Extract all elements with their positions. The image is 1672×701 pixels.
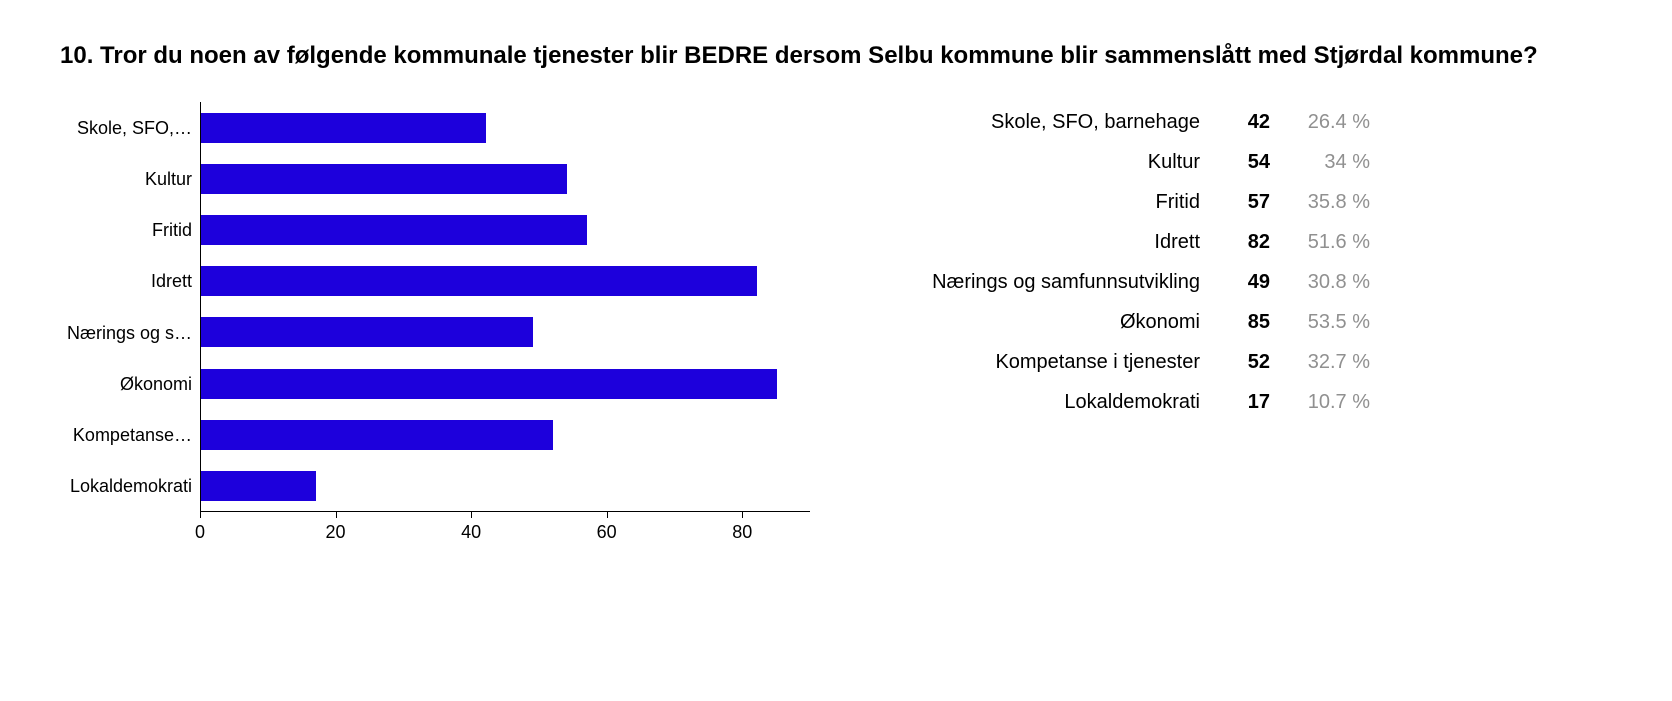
- bars-container: [201, 102, 810, 511]
- page-container: 10. Tror du noen av følgende kommunale t…: [0, 0, 1672, 612]
- bar-row: [201, 215, 810, 245]
- table-count: 57: [1220, 191, 1270, 214]
- bar: [201, 317, 533, 347]
- x-tick: [607, 512, 608, 518]
- bar: [201, 113, 486, 143]
- bar-row: [201, 471, 810, 501]
- table-percent: 35.8 %: [1270, 191, 1370, 214]
- table-percent: 30.8 %: [1270, 271, 1370, 294]
- table-row: Nærings og samfunnsutvikling4930.8 %: [900, 262, 1370, 302]
- x-axis-labels: 020406080: [200, 522, 810, 552]
- table-label: Lokaldemokrati: [900, 391, 1220, 414]
- y-axis-label: Kultur: [60, 169, 200, 190]
- table-label: Skole, SFO, barnehage: [900, 111, 1220, 134]
- table-row: Skole, SFO, barnehage4226.4 %: [900, 102, 1370, 142]
- y-axis-label: Økonomi: [60, 374, 200, 395]
- x-axis-ticks: [200, 512, 810, 520]
- x-tick: [200, 512, 201, 518]
- content-row: Skole, SFO,… Kultur Fritid Idrett Nærings og…: [60, 102, 1632, 572]
- x-tick: [471, 512, 472, 518]
- bar-row: [201, 317, 810, 347]
- y-axis-label: Nærings og s…: [60, 323, 200, 344]
- bar: [201, 420, 553, 450]
- bar-row: [201, 420, 810, 450]
- table-row: Kultur5434 %: [900, 142, 1370, 182]
- table-count: 54: [1220, 151, 1270, 174]
- y-axis-label: Fritid: [60, 220, 200, 241]
- x-axis-label: 40: [461, 522, 481, 543]
- table-label: Kompetanse i tjenester: [900, 351, 1220, 374]
- bar: [201, 215, 587, 245]
- table-percent: 32.7 %: [1270, 351, 1370, 374]
- x-axis-label: 60: [597, 522, 617, 543]
- x-tick: [742, 512, 743, 518]
- table-label: Nærings og samfunnsutvikling: [900, 271, 1220, 294]
- table-percent: 34 %: [1270, 151, 1370, 174]
- bar-row: [201, 113, 810, 143]
- table-count: 42: [1220, 111, 1270, 134]
- table-row: Kompetanse i tjenester5232.7 %: [900, 342, 1370, 382]
- x-axis-label: 0: [195, 522, 205, 543]
- bar-row: [201, 164, 810, 194]
- table-count: 17: [1220, 391, 1270, 414]
- bar: [201, 369, 777, 399]
- table-percent: 51.6 %: [1270, 231, 1370, 254]
- bar-chart: Skole, SFO,… Kultur Fritid Idrett Nærings og…: [60, 102, 840, 572]
- table-row: Idrett8251.6 %: [900, 222, 1370, 262]
- plot-area: [200, 102, 810, 512]
- table-label: Kultur: [900, 151, 1220, 174]
- table-row: Økonomi8553.5 %: [900, 302, 1370, 342]
- x-axis-label: 20: [326, 522, 346, 543]
- table-label: Fritid: [900, 191, 1220, 214]
- table-percent: 53.5 %: [1270, 311, 1370, 334]
- table-percent: 26.4 %: [1270, 111, 1370, 134]
- table-row: Fritid5735.8 %: [900, 182, 1370, 222]
- table-count: 49: [1220, 271, 1270, 294]
- bar-row: [201, 369, 810, 399]
- x-tick: [336, 512, 337, 518]
- table-count: 52: [1220, 351, 1270, 374]
- y-axis-labels: Skole, SFO,… Kultur Fritid Idrett Nærings og…: [60, 102, 200, 512]
- table-row: Lokaldemokrati1710.7 %: [900, 382, 1370, 422]
- y-axis-label: Kompetanse…: [60, 425, 200, 446]
- table-count: 85: [1220, 311, 1270, 334]
- y-axis-label: Skole, SFO,…: [60, 118, 200, 139]
- table-percent: 10.7 %: [1270, 391, 1370, 414]
- table-label: Idrett: [900, 231, 1220, 254]
- bar: [201, 471, 316, 501]
- y-axis-label: Idrett: [60, 271, 200, 292]
- x-axis-label: 80: [732, 522, 752, 543]
- bar: [201, 266, 757, 296]
- question-title: 10. Tror du noen av følgende kommunale t…: [60, 40, 1632, 72]
- table-count: 82: [1220, 231, 1270, 254]
- table-label: Økonomi: [900, 311, 1220, 334]
- bar-row: [201, 266, 810, 296]
- y-axis-label: Lokaldemokrati: [60, 476, 200, 497]
- results-table: Skole, SFO, barnehage4226.4 %Kultur5434 …: [900, 102, 1370, 422]
- bar: [201, 164, 567, 194]
